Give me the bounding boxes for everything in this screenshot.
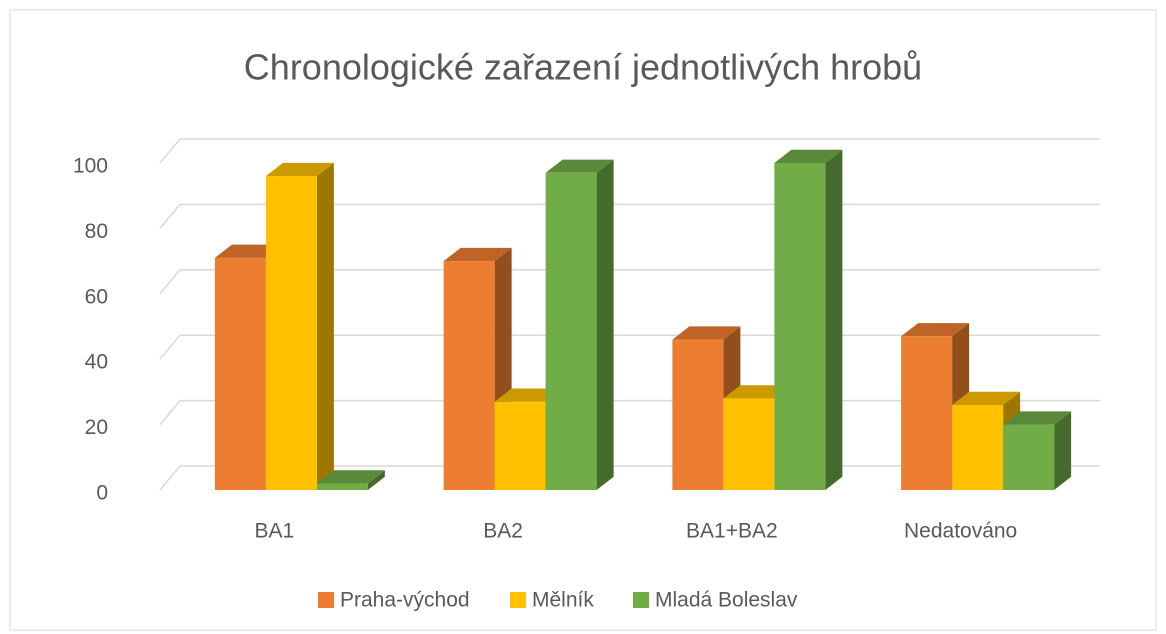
bar-side <box>316 162 334 490</box>
bar-top <box>1003 411 1072 425</box>
legend-swatch <box>510 592 526 608</box>
y-tick-label: 40 <box>85 351 108 374</box>
x-tick-label: BA1 <box>255 520 295 543</box>
x-tick-label: Nedatováno <box>904 520 1017 543</box>
legend-label: Mladá Boleslav <box>655 589 798 612</box>
bar <box>214 257 266 490</box>
legend-swatch <box>318 592 334 608</box>
bar <box>774 163 826 490</box>
bar-side <box>1054 411 1072 490</box>
legend-swatch <box>633 592 649 608</box>
bar <box>723 398 775 490</box>
bar <box>952 404 1004 490</box>
bar-side <box>596 159 614 491</box>
bar-top <box>443 247 512 262</box>
bar <box>265 176 317 490</box>
bar-top <box>316 470 385 484</box>
bar <box>545 172 597 490</box>
bar <box>901 336 953 490</box>
bar-side <box>367 470 385 490</box>
y-tick-label: 80 <box>85 220 108 243</box>
bar <box>1003 424 1055 490</box>
bar-top <box>952 391 1021 405</box>
bar-top <box>265 162 334 177</box>
y-tick-label: 60 <box>85 285 108 308</box>
bar-top <box>672 326 741 340</box>
bar-top <box>901 323 970 337</box>
bar <box>316 483 368 490</box>
bar-top <box>545 159 614 173</box>
bar <box>672 339 724 490</box>
legend-label: Praha-východ <box>340 589 470 612</box>
y-tick-label: 0 <box>96 482 108 505</box>
bar-top <box>774 149 843 163</box>
legend-label: Mělník <box>532 589 594 612</box>
bar <box>494 401 546 490</box>
x-tick-label: BA1+BA2 <box>686 520 778 543</box>
grid-line <box>159 138 1100 164</box>
chart-title: Chronologické zařazení jednotlivých hrob… <box>244 47 922 88</box>
y-tick-label: 20 <box>85 416 108 439</box>
x-tick-label: BA2 <box>483 520 523 543</box>
bar <box>443 261 495 490</box>
y-tick-label: 100 <box>73 155 108 178</box>
bar-side <box>825 149 843 491</box>
